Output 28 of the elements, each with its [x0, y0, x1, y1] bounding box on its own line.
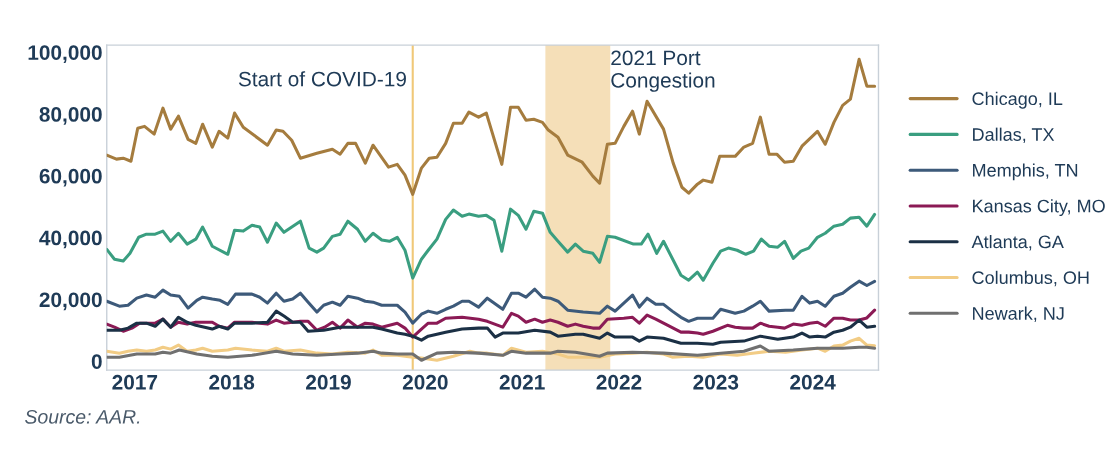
y-tick-label: 60,000 — [39, 168, 102, 187]
line-series — [106, 309, 877, 346]
line-series — [106, 207, 877, 282]
legend-label: Newark, NJ — [973, 306, 1064, 322]
line-series — [106, 279, 877, 325]
band-label: 2021 Port Congestion — [611, 50, 715, 92]
x-tick-label: 2024 — [790, 374, 836, 390]
x-tick-label: 2019 — [306, 374, 351, 390]
y-tick-label: 100,000 — [28, 45, 102, 63]
y-tick-label: 20,000 — [39, 292, 102, 311]
ref-line-label: Start of COVID-19 — [238, 71, 406, 87]
legend-label: Atlanta, GA — [971, 235, 1064, 251]
line-series — [106, 344, 877, 362]
legend-label: Kansas City, MO — [973, 199, 1105, 217]
legend-label: Memphis, TN — [973, 163, 1078, 181]
legend-label: Dallas, TX — [973, 127, 1055, 144]
x-tick-label: 2017 — [112, 374, 158, 390]
source-note: Source: AAR. — [25, 409, 140, 424]
y-tick-label: 40,000 — [39, 230, 102, 249]
y-tick-label: 80,000 — [39, 107, 102, 125]
x-tick-label: 2023 — [693, 374, 739, 390]
x-tick-label: 2021 — [499, 374, 545, 390]
y-tick-label: 0 — [91, 354, 102, 369]
x-tick-label: 2020 — [402, 374, 448, 390]
legend-label: Columbus, OH — [972, 270, 1089, 287]
x-tick-label: 2022 — [596, 374, 642, 390]
x-tick-label: 2018 — [209, 374, 255, 390]
legend-label: Chicago, IL — [972, 91, 1063, 109]
